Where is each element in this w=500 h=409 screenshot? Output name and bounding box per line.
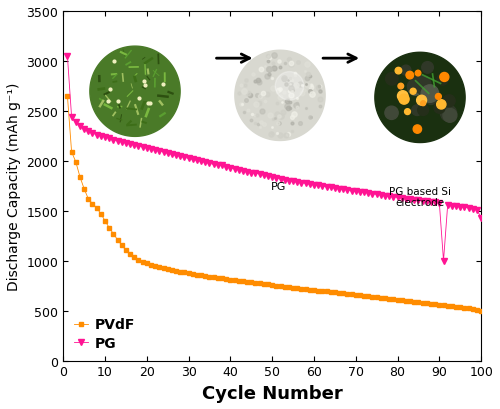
Circle shape (408, 83, 422, 96)
Circle shape (434, 103, 445, 114)
Circle shape (399, 95, 409, 105)
PVdF (278, 284, 283, 289)
Circle shape (386, 73, 398, 86)
Y-axis label: Discharge Capacity (mAh g⁻¹): Discharge Capacity (mAh g⁻¹) (7, 82, 21, 290)
Legend: PVdF, PG: PVdF, PG (70, 313, 140, 354)
Polygon shape (375, 53, 465, 143)
PG (462, 205, 468, 210)
Circle shape (438, 103, 450, 115)
PG (449, 204, 455, 209)
Line: PG: PG (64, 54, 484, 264)
Circle shape (412, 76, 431, 94)
Polygon shape (276, 72, 304, 101)
PG (478, 216, 484, 221)
Circle shape (443, 109, 457, 123)
Circle shape (422, 63, 434, 74)
PVdF (144, 261, 150, 266)
Circle shape (418, 106, 428, 116)
Circle shape (437, 75, 448, 86)
Circle shape (415, 71, 421, 77)
Circle shape (440, 73, 449, 82)
Polygon shape (90, 47, 180, 137)
Circle shape (395, 68, 402, 75)
Line: PVdF: PVdF (66, 94, 483, 313)
Circle shape (426, 95, 436, 105)
Circle shape (420, 101, 426, 106)
PG (278, 177, 283, 182)
Text: PG: PG (272, 182, 286, 192)
PVdF (311, 288, 317, 293)
Circle shape (412, 106, 422, 116)
Circle shape (404, 110, 410, 115)
PG (311, 183, 317, 188)
X-axis label: Cycle Number: Cycle Number (202, 384, 342, 402)
PG (160, 150, 166, 155)
Circle shape (401, 66, 411, 76)
Circle shape (406, 72, 413, 80)
Circle shape (443, 96, 455, 108)
Circle shape (440, 106, 456, 122)
PG (144, 146, 150, 151)
PVdF (457, 305, 463, 310)
PG (440, 258, 446, 263)
Circle shape (398, 84, 404, 90)
PVdF (64, 94, 70, 99)
Circle shape (436, 101, 446, 110)
Circle shape (410, 89, 416, 95)
Circle shape (411, 77, 424, 90)
Circle shape (413, 126, 422, 134)
PVdF (444, 303, 450, 308)
Circle shape (398, 92, 408, 102)
Circle shape (416, 96, 426, 106)
Circle shape (385, 107, 398, 120)
Circle shape (421, 85, 438, 103)
Polygon shape (235, 51, 325, 141)
PG (64, 54, 70, 59)
Circle shape (436, 94, 442, 100)
PVdF (160, 265, 166, 270)
Text: PG based Si
electrode: PG based Si electrode (389, 186, 451, 208)
Circle shape (408, 81, 420, 93)
PVdF (478, 308, 484, 313)
